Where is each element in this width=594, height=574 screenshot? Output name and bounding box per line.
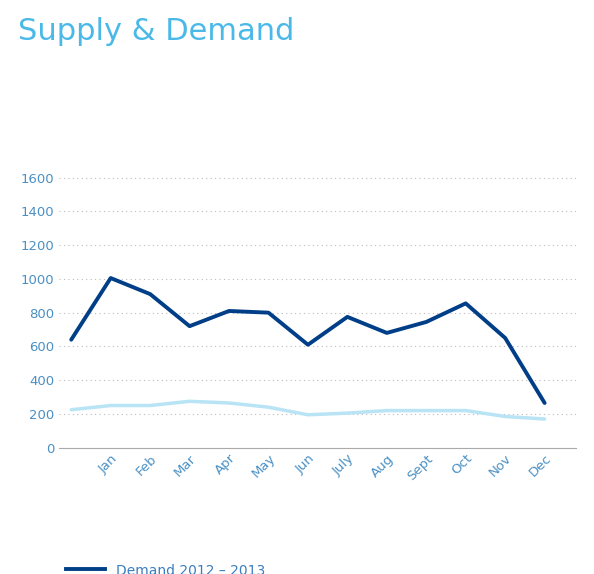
Legend: Demand 2012 – 2013, Supply 2012 – 2013: Demand 2012 – 2013, Supply 2012 – 2013 (67, 564, 266, 574)
Text: Supply & Demand: Supply & Demand (18, 17, 294, 46)
